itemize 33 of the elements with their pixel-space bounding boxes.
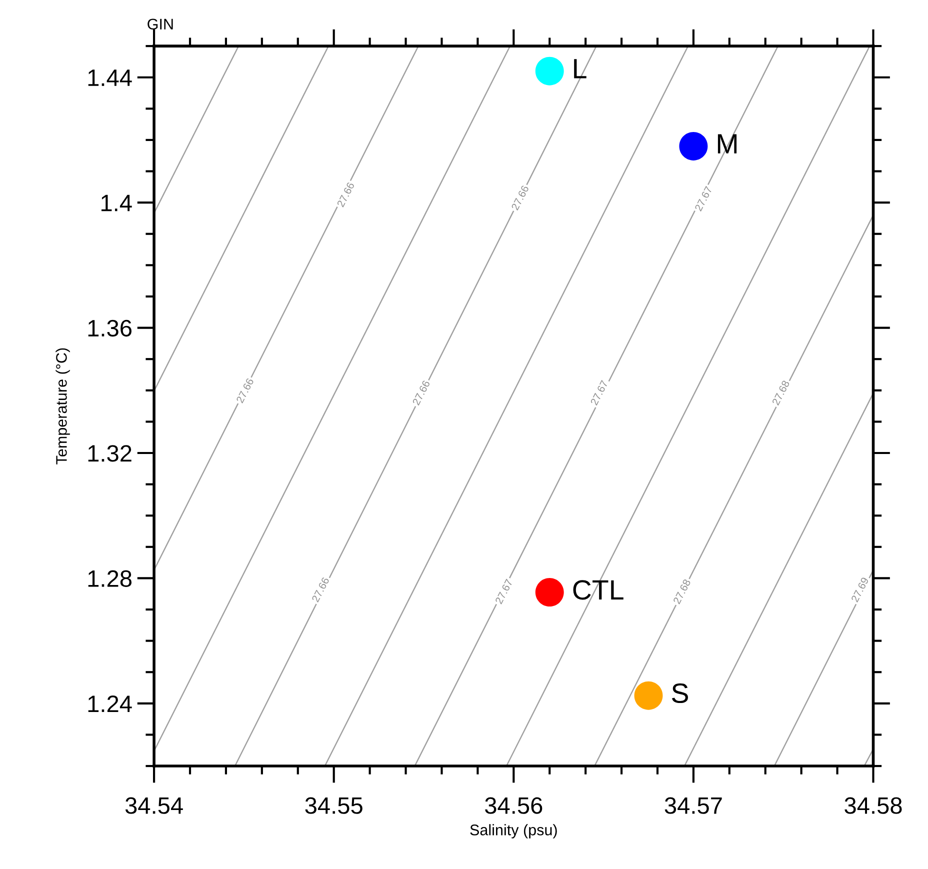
y-tick-label: 1.36 (88, 320, 132, 337)
annotation: 27.66 (511, 184, 530, 211)
annotation: 27.66 (312, 576, 330, 603)
y-tick-label: 1.28 (88, 570, 132, 587)
x-tick-label: 34.54 (125, 797, 183, 814)
annotation: 27.68 (772, 380, 790, 406)
annotation: 27.66 (412, 380, 430, 406)
annotation: 27.66 (236, 378, 254, 404)
y-tick-label: 1.24 (88, 695, 132, 712)
point (535, 56, 564, 86)
y-axis-title: Temperature (°C) (56, 348, 70, 464)
point (535, 578, 564, 607)
annotation: 27.66 (336, 182, 355, 208)
x-tick-label: 34.56 (485, 797, 542, 814)
annotation: 27.67 (590, 380, 608, 406)
annotation: 27.67 (494, 578, 513, 604)
point (634, 681, 663, 710)
x-tick-label: 34.57 (664, 797, 722, 814)
point (679, 132, 708, 160)
annotation: 27.67 (694, 186, 712, 212)
chart-title: GIN (148, 18, 173, 30)
annotation: 27.68 (672, 578, 691, 604)
series-label: M (718, 134, 737, 154)
series-label: L (574, 59, 586, 78)
x-axis-title: Salinity (psu) (470, 824, 557, 838)
y-tick-label: 1.44 (88, 70, 132, 86)
y-tick-label: 1.32 (88, 445, 132, 462)
x-tick-label: 34.58 (844, 797, 902, 814)
x-tick-label: 34.55 (305, 797, 362, 814)
series-label: S (672, 683, 688, 704)
series-label: CTL (573, 580, 624, 600)
annotation: 27.69 (850, 576, 869, 603)
y-tick-label: 1.4 (102, 194, 132, 212)
